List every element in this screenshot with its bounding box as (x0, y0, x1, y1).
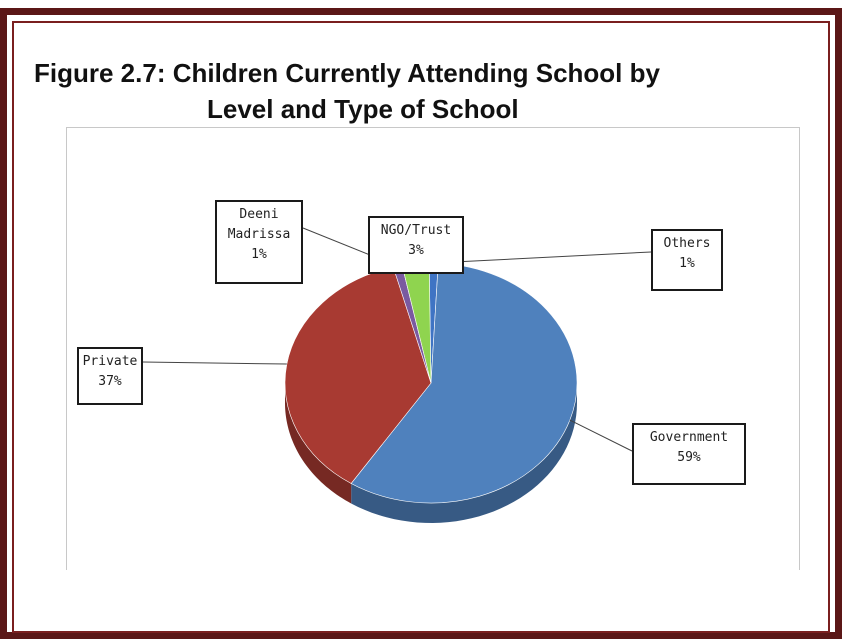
figure-title-line-2: Level and Type of School (207, 94, 519, 124)
pie-chart-svg (142, 227, 652, 523)
label-private: Private 37% (77, 347, 143, 405)
leader-line-others (433, 251, 652, 264)
label-government-name: Government (649, 430, 729, 445)
label-deeni-madrissa-pct: 1% (251, 247, 267, 262)
label-ngo-trust: NGO/Trust 3% (368, 216, 464, 274)
leader-line-government (569, 419, 633, 452)
label-others-pct: 1% (679, 256, 695, 271)
label-deeni-madrissa: Deeni Madrissa 1% (215, 200, 303, 284)
label-government: Government 59% (632, 423, 746, 485)
label-deeni-madrissa-line-2: Madrissa (227, 227, 291, 242)
label-others: Others 1% (651, 229, 723, 291)
figure-title-line-1: Figure 2.7: Children Currently Attending… (34, 58, 660, 88)
label-private-name: Private (82, 354, 138, 369)
leader-line-private (142, 361, 287, 365)
label-deeni-madrissa-line-1: Deeni (239, 207, 279, 222)
pie-slice-private (284, 266, 432, 484)
outer-frame (0, 8, 842, 639)
label-others-name: Others (663, 236, 711, 251)
label-private-pct: 37% (98, 374, 122, 389)
label-ngo-trust-pct: 3% (408, 243, 424, 258)
label-government-pct: 59% (677, 450, 701, 465)
label-ngo-trust-name: NGO/Trust (380, 223, 452, 238)
pie-chart: Deeni Madrissa 1% NGO/Trust 3% Others 1%… (66, 127, 800, 570)
pie-side-government (351, 383, 577, 523)
inner-frame (12, 21, 830, 633)
